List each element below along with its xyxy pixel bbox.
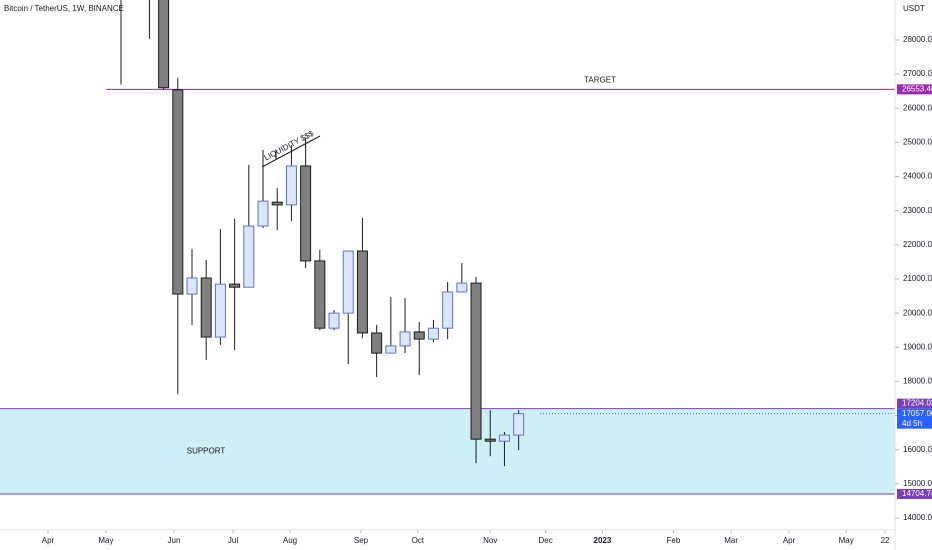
support-low-price-text: 14704.74 [902,489,932,498]
y-tick-label: 15000.00 [903,479,932,488]
x-tick-label: Nov [483,536,497,545]
y-tick-label: 28000.00 [903,35,932,44]
candle-body-down [158,0,170,89]
x-tick-label: Mar [724,536,738,545]
y-tick-label: 20000.00 [903,308,932,317]
candle-body-up [214,283,226,338]
candle-body-up [442,291,454,329]
liquidity-line [261,135,321,168]
candle-body-up [342,250,354,314]
y-tick-label: 25000.00 [903,138,932,147]
candle-body-up [456,282,468,293]
x-tick-label: Aug [283,536,297,545]
candle-body-down [484,438,496,442]
y-tick-label: 24000.00 [903,172,932,181]
candle-body-up [498,434,510,442]
candle-body-up [385,345,397,354]
y-tick-label: 26000.00 [903,103,932,112]
candle-body-down [300,165,312,262]
support-label: SUPPORT [187,446,226,455]
x-tick-label: May [98,536,113,545]
candle-body-down [413,331,425,340]
y-tick-label: 23000.00 [903,206,932,215]
candle-body-up [285,165,297,206]
x-tick-label: Apr [42,536,55,545]
chart-title: Bitcoin / TetherUS, 1W, BINANCE [4,4,124,13]
y-tick-label: 14000.00 [903,513,932,522]
candle-body-down [200,277,212,338]
candle-body-up [186,277,198,295]
last-price-text: 17057.00 [902,409,932,418]
y-tick-label: 22000.00 [903,240,932,249]
y-tick-label: 18000.00 [903,377,932,386]
x-tick-label: Feb [667,536,681,545]
y-tick-label: 19000.00 [903,342,932,351]
x-tick-label: Jul [228,536,238,545]
countdown-text: 4d 5h [902,419,922,428]
candle-body-up [328,312,340,329]
currency-label: USDT [903,4,925,13]
target-price-text: 26553.46 [902,84,932,93]
candle-body-down [356,250,368,334]
x-tick-label: Sep [354,536,369,545]
candle-body-up [257,200,269,227]
plot-area: SUPPORT TARGET LIQUIDITY $$$ [0,0,895,495]
x-tick-label: 22 [881,536,890,545]
candle-body-up [513,413,525,436]
candle-body-down [470,282,482,440]
y-tick-label: 27000.00 [903,69,932,78]
x-tick-label: Jun [168,536,181,545]
x-tick-label: May [839,536,854,545]
x-tick-label: Apr [783,536,796,545]
target-price-box [897,84,932,95]
candle-body-down [271,201,283,206]
candle-body-down [371,332,383,354]
x-tick-label: Oct [412,536,425,545]
support-zone [0,408,895,494]
candle-body-down [229,283,241,288]
x-tick-label: Dec [539,536,553,545]
x-tick-label: 2023 [594,536,612,545]
candle-body-up [243,225,255,288]
candle-body-down [314,260,326,329]
support-high-price-text: 17204.03 [902,399,932,408]
candle-body-down [172,89,184,295]
target-label: TARGET [584,75,616,84]
liquidity-label: LIQUIDITY $$$ [263,129,316,163]
candle-body-up [427,327,439,340]
y-tick-label: 16000.00 [903,445,932,454]
support-low-price-box [897,488,932,499]
last-price-box [897,408,932,429]
support-high-price-box [897,398,932,409]
y-tick-label: 21000.00 [903,274,932,283]
candle-body-up [399,331,411,347]
